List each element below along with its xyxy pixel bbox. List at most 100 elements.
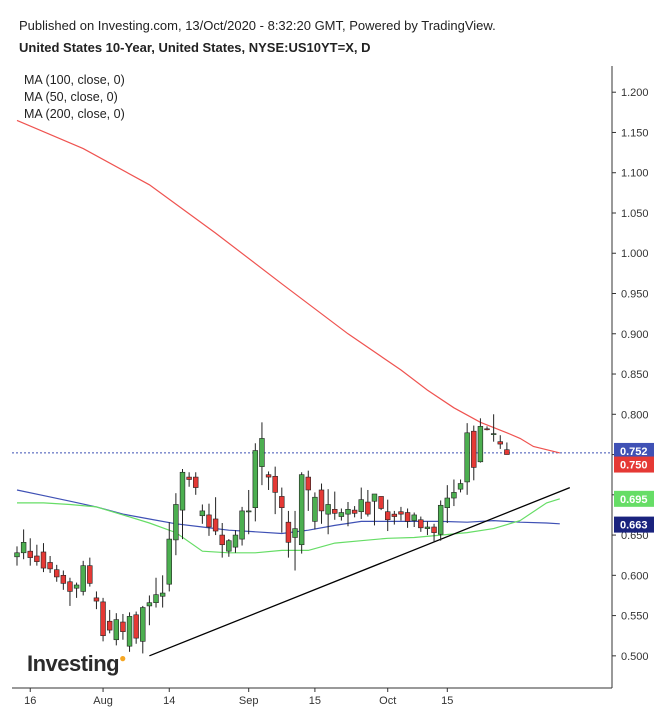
- y-tick-label: 0.650: [621, 530, 649, 542]
- candle-body: [424, 526, 431, 529]
- candle-body: [47, 562, 53, 570]
- candle: [226, 539, 232, 557]
- candle-body: [318, 489, 325, 512]
- candle-body: [351, 509, 358, 514]
- candle-body: [219, 534, 225, 546]
- candle-body: [437, 504, 444, 535]
- x-tick-label: 15: [309, 695, 321, 707]
- legend-ma50[interactable]: MA (50, close, 0): [24, 90, 118, 104]
- candle-body: [484, 428, 490, 431]
- candle: [471, 425, 477, 481]
- candle: [298, 472, 305, 554]
- candle-body: [27, 550, 33, 558]
- candle-body: [173, 504, 179, 541]
- candle-body: [246, 510, 252, 513]
- candle-body: [358, 499, 364, 513]
- y-tick-label: 1.150: [621, 127, 649, 139]
- candle-body: [444, 497, 450, 508]
- candle-body: [418, 519, 424, 529]
- candle-body: [292, 528, 298, 538]
- candle: [484, 426, 490, 431]
- axes: 1.200 1.150 1.100 1.050 1.000 0.950 0.900 0.850…: [12, 66, 649, 707]
- candle-body: [259, 438, 265, 467]
- y-tick-label: 0.950: [621, 289, 649, 301]
- candle-body: [40, 551, 47, 569]
- candle: [451, 479, 457, 507]
- candle-body: [179, 471, 186, 511]
- candle-body: [312, 496, 318, 522]
- x-tick-label: Sep: [239, 695, 259, 707]
- candle-body: [54, 569, 60, 578]
- candle-body: [193, 476, 199, 488]
- candle-body: [87, 565, 93, 584]
- candle-body: [345, 508, 351, 515]
- candle: [219, 522, 225, 558]
- candle: [497, 435, 503, 449]
- candle: [60, 570, 67, 590]
- candle-body: [226, 540, 232, 552]
- y-tick-label: 0.800: [621, 409, 649, 421]
- candle-body: [325, 504, 331, 515]
- candle-body: [159, 592, 166, 597]
- candle: [186, 472, 192, 487]
- candle: [305, 470, 311, 511]
- candle: [418, 516, 424, 532]
- investing-logo: Investing●: [27, 651, 126, 677]
- price-label: 0.750: [614, 456, 654, 473]
- y-tick-label: 0.600: [621, 570, 649, 582]
- candle-body: [338, 512, 345, 517]
- y-tick-label: 1.000: [621, 248, 649, 260]
- candle: [477, 418, 484, 463]
- candle: [146, 595, 153, 626]
- candle: [358, 487, 364, 519]
- candle-body: [140, 607, 146, 642]
- candle-body: [411, 514, 417, 521]
- candle: [378, 496, 384, 511]
- candle-body: [391, 513, 398, 517]
- candle-body: [199, 510, 206, 517]
- legend-ma100[interactable]: MA (100, close, 0): [24, 73, 125, 87]
- candle-body: [332, 508, 338, 514]
- price-label-bg: [614, 516, 654, 533]
- candle-body: [34, 555, 40, 562]
- y-tick-label: 0.850: [621, 369, 649, 381]
- candle-body: [497, 441, 503, 445]
- legend-ma200[interactable]: MA (200, close, 0): [24, 107, 125, 121]
- candle-body: [471, 430, 477, 468]
- price-labels: 0.752 0.750 0.695 0.663: [614, 442, 654, 533]
- candle: [239, 506, 245, 546]
- candle: [457, 479, 464, 493]
- candle-body: [252, 450, 259, 508]
- candle: [285, 510, 292, 558]
- logo-text: Investing: [27, 651, 120, 676]
- indicator-legend: MA (100, close, 0) MA (50, close, 0) MA …: [24, 72, 125, 123]
- candle: [259, 422, 265, 486]
- candle-body: [212, 518, 219, 532]
- candle: [411, 512, 417, 528]
- candle: [404, 508, 411, 528]
- candle-body: [113, 619, 120, 641]
- candle-body: [73, 584, 80, 589]
- candle: [391, 510, 398, 525]
- candle: [332, 491, 338, 520]
- candle-body: [285, 521, 292, 543]
- candle-body: [305, 476, 311, 491]
- candle: [173, 493, 179, 556]
- candle: [80, 560, 86, 596]
- candle: [265, 471, 272, 490]
- candle: [345, 502, 351, 527]
- logo-dot-icon: ●: [119, 651, 126, 665]
- candle: [93, 591, 100, 610]
- y-tick-label: 1.200: [621, 87, 649, 99]
- candle: [113, 613, 120, 646]
- candle: [365, 489, 371, 517]
- candle-body: [133, 614, 139, 639]
- price-label: 0.752: [614, 442, 654, 459]
- candle-body: [20, 542, 27, 554]
- price-label-text: 0.752: [620, 446, 648, 458]
- price-label-text: 0.750: [620, 460, 648, 472]
- candle: [153, 577, 159, 608]
- candle-body: [186, 476, 192, 480]
- candle-body: [126, 616, 133, 647]
